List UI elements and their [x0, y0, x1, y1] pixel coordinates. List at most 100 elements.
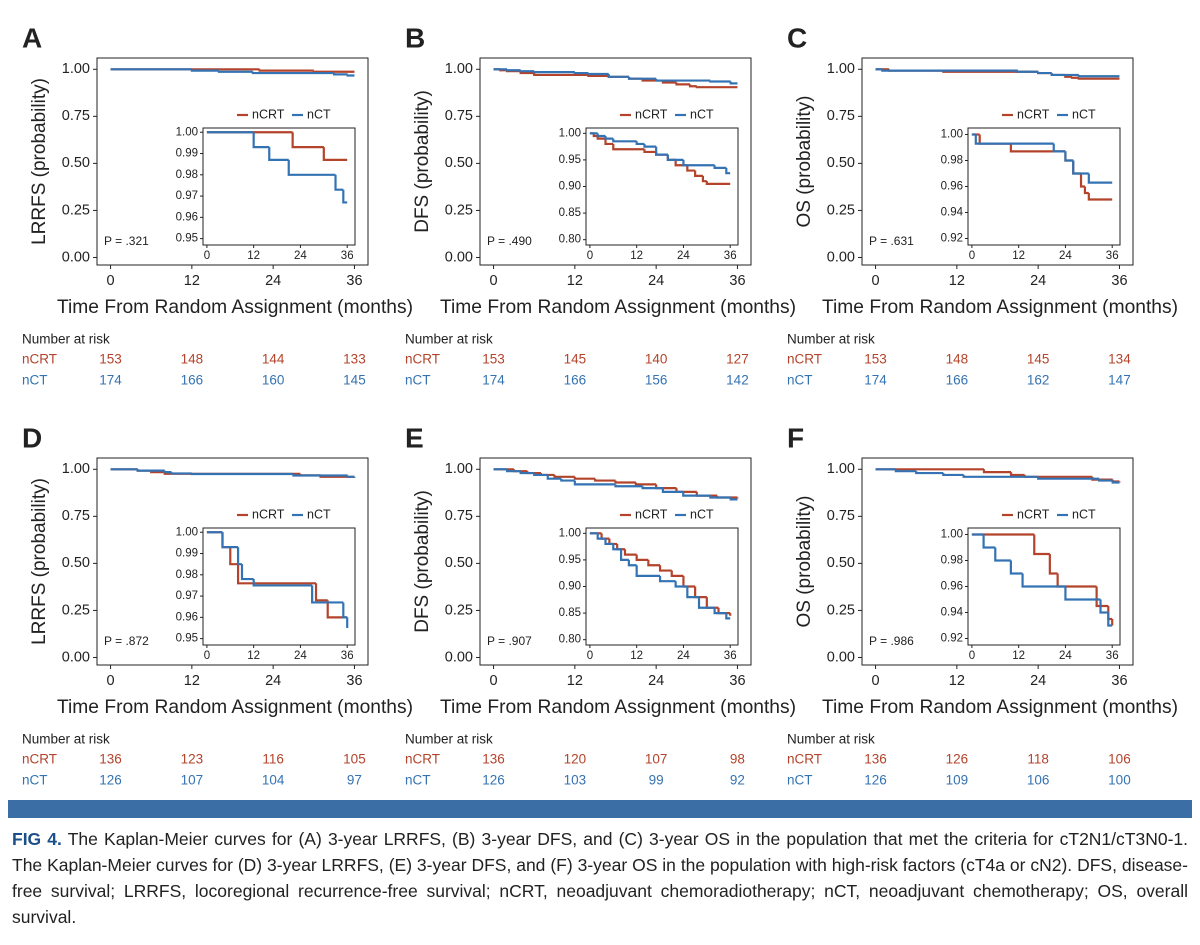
y-tick-label: 0.25: [62, 602, 90, 618]
risk-row-name: nCRT: [787, 752, 822, 767]
km-step: [1009, 472, 1025, 477]
km-step: [612, 543, 622, 551]
risk-count: 106: [1108, 752, 1131, 767]
km-step: [688, 84, 697, 88]
km-step: [658, 565, 672, 572]
km-step: [655, 146, 668, 156]
x-tick-label: 24: [648, 673, 664, 689]
km-step: [170, 472, 192, 475]
y-tick-label: 0.75: [827, 508, 855, 524]
inset-y-tick-label: 0.96: [941, 181, 963, 193]
risk-count: 153: [864, 352, 887, 367]
km-step: [268, 147, 289, 162]
x-tick-label: 36: [729, 673, 745, 689]
x-axis-title: Time From Random Assignment (months): [440, 696, 796, 718]
x-tick-label: 36: [346, 273, 362, 289]
inset-x-tick-label: 0: [969, 250, 975, 262]
panel: D LRRFS (probability) 0.00 0.25 0.50 0.75 1.00…: [22, 422, 413, 787]
km-step: [1037, 71, 1052, 75]
inset-x-tick-label: 36: [724, 650, 737, 662]
inset-y-tick-label: 1.00: [176, 126, 198, 138]
x-tick-label: 36: [1111, 673, 1127, 689]
km-step: [311, 585, 344, 604]
inset-y-tick-label: 1.00: [559, 527, 581, 539]
x-tick-label: 24: [648, 273, 664, 289]
risk-count: 107: [181, 773, 204, 788]
km-step: [725, 167, 731, 175]
y-tick-label: 1.00: [827, 61, 855, 77]
risk-count: 99: [649, 773, 664, 788]
km-step: [342, 602, 348, 619]
km-step: [1087, 193, 1113, 201]
inset-y-tick-label: 0.92: [941, 633, 963, 645]
inset-y-tick-label: 0.95: [176, 233, 198, 245]
inset-y-tick-label: 1.00: [941, 529, 963, 541]
inset-y-tick-label: 0.98: [176, 569, 198, 581]
plot-frame: [479, 457, 752, 666]
panel-letter: E: [405, 422, 424, 453]
risk-row-name: nCRT: [405, 352, 440, 367]
risk-count: 120: [564, 752, 587, 767]
x-tick-label: 0: [872, 273, 880, 289]
risk-row-name: nCT: [787, 773, 813, 788]
panel-letter: D: [22, 422, 42, 453]
risk-row-name: nCT: [22, 373, 48, 388]
y-axis-title: LRRFS (probability): [29, 478, 50, 645]
km-step: [292, 473, 348, 477]
km-step: [252, 132, 270, 149]
inset-y-tick-label: 0.98: [941, 155, 963, 167]
y-tick-label: 0.25: [62, 202, 90, 218]
risk-table-title: Number at risk: [405, 732, 493, 747]
x-tick-label: 24: [1030, 273, 1046, 289]
x-axis-title: Time From Random Assignment (months): [822, 696, 1178, 718]
risk-count: 92: [730, 773, 745, 788]
figure: A LRRFS (probability) 0.00 0.25 0.50 0.75 1.00…: [8, 22, 1192, 818]
km-step: [1033, 534, 1050, 556]
km-step: [647, 559, 661, 567]
km-step: [1070, 76, 1079, 79]
risk-table-title: Number at risk: [22, 732, 110, 747]
risk-count: 136: [482, 752, 505, 767]
y-tick-label: 1.00: [62, 461, 90, 477]
km-step: [604, 138, 614, 146]
plot-frame: [96, 57, 369, 266]
inset-y-tick-label: 0.99: [176, 148, 198, 160]
km-step: [560, 478, 575, 482]
x-tick-label: 0: [107, 673, 115, 689]
km-step: [1064, 586, 1101, 601]
risk-count: 144: [262, 352, 285, 367]
inset-y-tick-label: 0.94: [941, 607, 964, 619]
risk-count: 148: [181, 352, 204, 367]
inset-x-tick-label: 12: [247, 250, 260, 262]
y-tick-label: 0.00: [62, 649, 90, 665]
x-tick-label: 0: [872, 673, 880, 689]
km-step: [658, 575, 676, 583]
risk-count: 107: [645, 752, 668, 767]
legend-label: nCT: [307, 107, 331, 121]
inset-x-tick-label: 24: [294, 250, 307, 262]
risk-count: 116: [262, 752, 284, 767]
inset-y-tick-label: 0.97: [176, 590, 198, 602]
inset-x-tick-label: 36: [341, 250, 354, 262]
x-tick-label: 0: [490, 273, 498, 289]
legend-label: nCRT: [635, 507, 668, 521]
inset-x-tick-label: 0: [587, 250, 593, 262]
y-tick-label: 0.00: [62, 249, 90, 265]
km-step: [240, 564, 254, 581]
inset-y-tick-label: 0.95: [559, 154, 581, 166]
km-step: [291, 132, 324, 149]
inset-y-tick-label: 1.00: [176, 526, 198, 538]
y-tick-label: 0.75: [445, 508, 473, 524]
km-step: [682, 491, 711, 497]
inset-y-tick-label: 0.95: [176, 633, 198, 645]
risk-row-name: nCRT: [405, 752, 440, 767]
km-step: [163, 470, 172, 474]
y-axis-title: LRRFS (probability): [29, 78, 50, 245]
legend-label: nCT: [690, 107, 714, 121]
plot-frame: [96, 457, 369, 666]
x-tick-label: 24: [265, 273, 281, 289]
km-step: [713, 165, 727, 169]
km-step: [334, 174, 344, 191]
risk-count: 174: [864, 373, 887, 388]
